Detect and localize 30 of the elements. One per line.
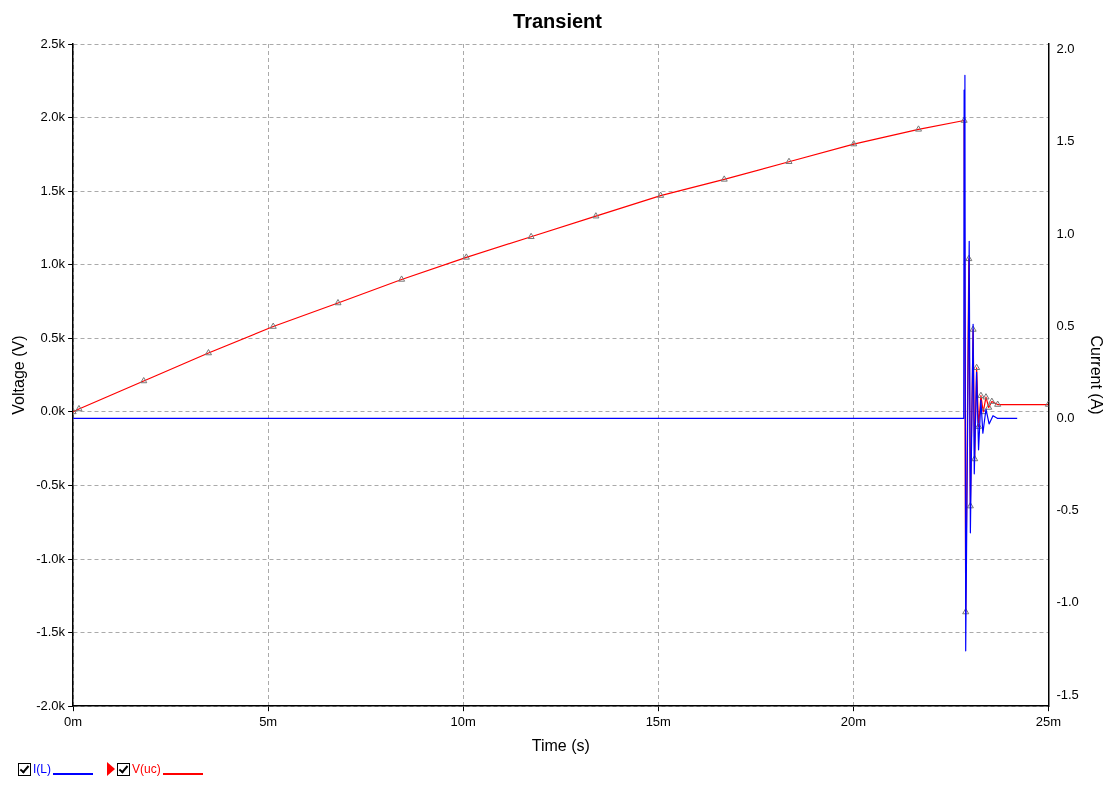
y2-tick-label: 0.5 [1056, 317, 1075, 333]
y2-tick-label: -1.0 [1056, 594, 1079, 610]
y-tick-label: 1.0k [40, 256, 66, 272]
y-axis-title: Voltage (V) [10, 335, 28, 415]
y-tick-label: 2.5k [40, 35, 66, 51]
y-tick-label: 0.5k [40, 329, 66, 345]
y2-tick-label: 0.0 [1056, 410, 1075, 426]
x-tick-label: 5m [259, 713, 278, 729]
y2-tick-label: -0.5 [1056, 502, 1079, 518]
x-axis-title: Time (s) [531, 736, 590, 754]
y-tick-label: -1.0k [36, 550, 66, 566]
x-tick-label: 15m [645, 713, 671, 729]
y-tick-label: -0.5k [36, 477, 66, 493]
y-tick-label: -2.0k [36, 697, 66, 713]
x-tick-label: 20m [840, 713, 866, 729]
y2-tick-label: -1.5 [1056, 686, 1079, 702]
chart-title: Transient [513, 9, 603, 32]
y-tick-label: -1.5k [36, 624, 66, 640]
text: V(uc) [132, 762, 161, 776]
text: I(L) [33, 762, 51, 776]
x-tick-label: 25m [1035, 713, 1062, 729]
y-tick-label: 0.0k [40, 403, 66, 419]
y2-tick-label: 2.0 [1056, 41, 1075, 57]
y2-tick-label: 1.5 [1056, 133, 1075, 149]
x-tick-label: 10m [450, 713, 476, 729]
y-tick-label: 1.5k [40, 182, 66, 198]
x-tick-label: 0m [64, 713, 83, 729]
y-tick-label: 2.0k [40, 109, 66, 125]
y2-axis-title: Current (A) [1087, 335, 1105, 415]
y2-tick-label: 1.0 [1056, 225, 1075, 241]
